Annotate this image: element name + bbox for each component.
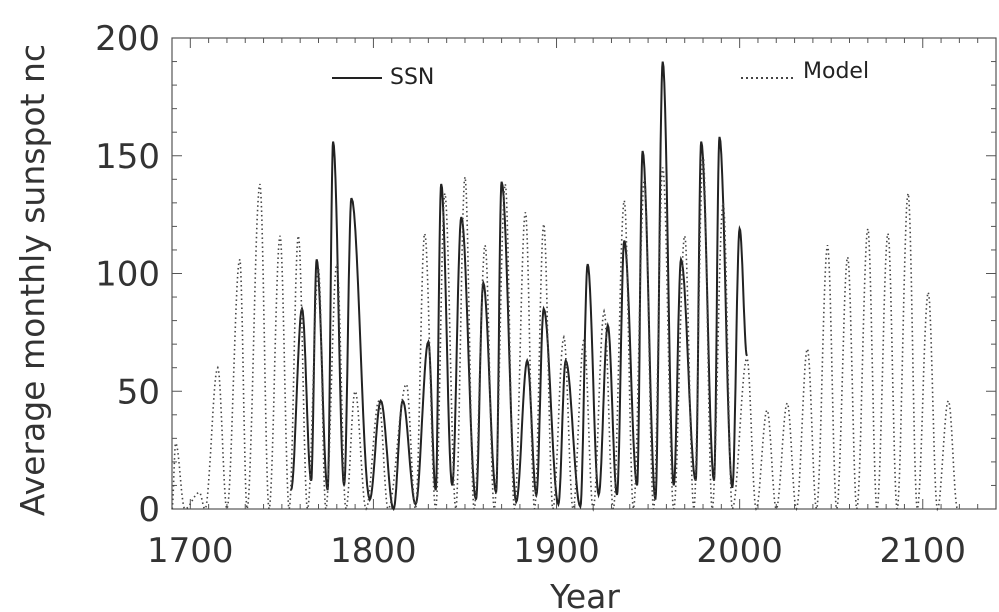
x-tick-label: 2000 — [696, 531, 783, 571]
y-tick-label: 150 — [95, 137, 160, 177]
axis-ticks — [172, 37, 997, 510]
y-tick-label: 0 — [138, 490, 160, 530]
legend-ssn-label: SSN — [390, 65, 434, 90]
y-tick-label: 200 — [95, 19, 160, 59]
y-tick-label: 50 — [117, 372, 160, 412]
y-tick-label: 100 — [95, 255, 160, 295]
x-tick-label: 1700 — [147, 531, 234, 571]
series-line-ssn — [290, 61, 748, 512]
legend-model-label: Model — [803, 59, 869, 84]
y-axis-title: Average monthly sunspot nc — [13, 44, 52, 516]
x-tick-label: 1800 — [330, 531, 417, 571]
x-tick-label: 1900 — [513, 531, 600, 571]
series-line-model — [171, 155, 959, 512]
legend: SSN Model — [332, 59, 869, 90]
x-axis-title: Year — [549, 577, 620, 612]
tick-labels: 1700 1800 1900 2000 2100 0 50 100 150 200 — [95, 19, 966, 571]
x-tick-label: 2100 — [879, 531, 966, 571]
series-layer — [171, 61, 959, 512]
